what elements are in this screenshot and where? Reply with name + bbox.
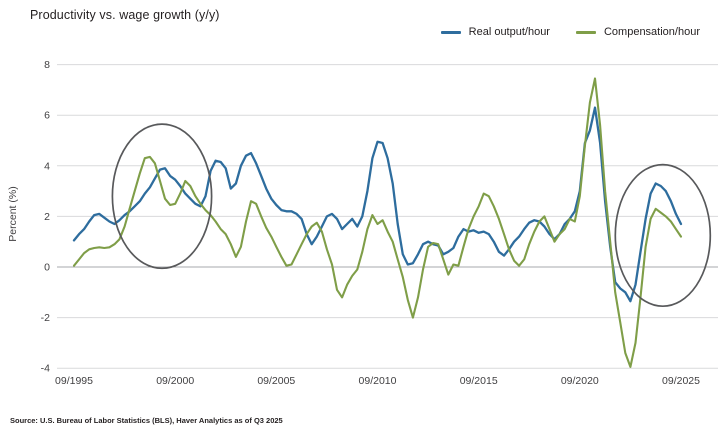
x-tick-label-3: 09/2010 (359, 375, 397, 387)
chart-title: Productivity vs. wage growth (y/y) (30, 8, 220, 22)
y-tick-label--4: -4 (41, 363, 50, 375)
y-tick-label--2: -2 (41, 312, 50, 324)
legend-label-compensation-hour: Compensation/hour (603, 26, 700, 38)
legend: Real output/hour Compensation/hour (440, 26, 700, 38)
x-tick-label-1: 09/2000 (156, 375, 194, 387)
legend-swatch-compensation-hour (575, 30, 596, 34)
y-tick-label-0: 0 (44, 262, 50, 274)
source-note: Source: U.S. Bureau of Labor Statistics … (10, 416, 283, 425)
legend-label-real-output-hour: Real output/hour (468, 26, 550, 38)
x-tick-label-5: 09/2020 (561, 375, 599, 387)
y-tick-label-4: 4 (44, 160, 50, 172)
x-tick-label-2: 09/2005 (257, 375, 295, 387)
x-tick-label-0: 09/1995 (55, 375, 93, 387)
y-tick-label-2: 2 (44, 211, 50, 223)
series-line-real-output-hour (72, 106, 683, 303)
y-tick-label-8: 8 (44, 59, 50, 71)
series-line-compensation-hour (72, 77, 683, 368)
x-tick-label-4: 09/2015 (460, 375, 498, 387)
legend-item-real-output-hour: Real output/hour (440, 26, 550, 38)
legend-item-compensation-hour: Compensation/hour (575, 26, 700, 38)
x-tick-label-6: 09/2025 (662, 375, 700, 387)
annotation-ellipse-1 (111, 123, 213, 270)
y-tick-label-6: 6 (44, 110, 50, 122)
annotation-ellipse-2 (614, 163, 712, 308)
legend-swatch-real-output-hour (440, 30, 461, 34)
